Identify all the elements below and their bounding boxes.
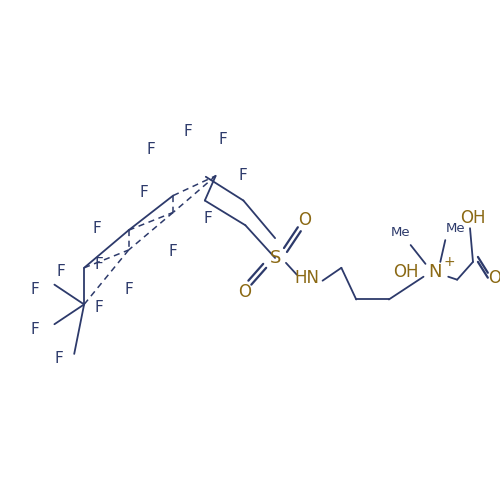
Text: S: S — [270, 249, 281, 267]
Text: F: F — [218, 132, 227, 146]
Text: O: O — [298, 212, 312, 230]
Text: Me: Me — [391, 226, 410, 238]
Text: O: O — [238, 282, 251, 300]
Text: HN: HN — [294, 268, 319, 286]
Text: F: F — [30, 282, 39, 297]
Text: F: F — [94, 300, 104, 315]
Text: OH: OH — [393, 263, 418, 281]
Text: +: + — [444, 255, 455, 269]
Text: F: F — [92, 220, 102, 236]
Text: Me: Me — [446, 222, 465, 234]
Text: N: N — [428, 263, 442, 281]
Text: F: F — [30, 322, 39, 336]
Text: F: F — [55, 352, 64, 366]
Text: F: F — [204, 211, 212, 226]
Text: O: O — [488, 268, 500, 286]
Text: F: F — [238, 168, 247, 184]
Text: F: F — [57, 264, 66, 280]
Text: F: F — [169, 244, 177, 260]
Text: F: F — [94, 258, 104, 272]
Text: OH: OH — [460, 210, 485, 228]
Text: F: F — [184, 124, 192, 139]
Text: F: F — [124, 282, 133, 297]
Text: F: F — [139, 185, 148, 200]
Text: F: F — [146, 142, 155, 156]
